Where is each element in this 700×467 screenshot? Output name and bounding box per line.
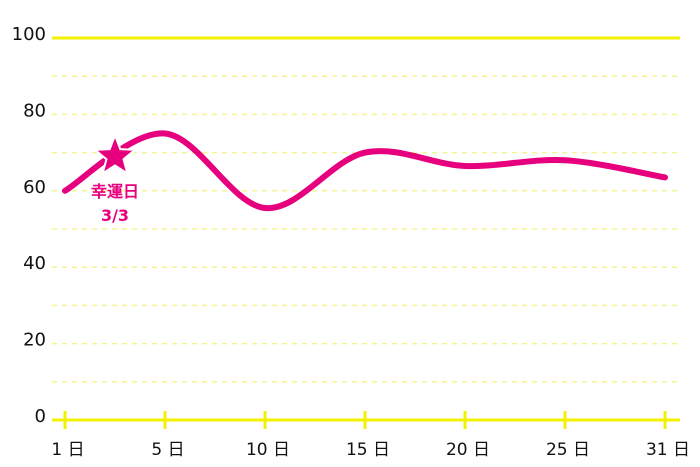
x-tick-label: 25 日 [546,440,590,460]
annotation-date: 3/3 [101,206,129,225]
line [62,130,668,211]
x-tick-label: 1 日 [51,440,84,460]
x-tick-label: 15 日 [346,440,390,460]
x-tick-label: 5 日 [151,440,184,460]
y-tick-label: 60 [23,177,46,198]
x-tick-label: 10 日 [246,440,290,460]
y-tick-label: 100 [12,24,46,45]
x-tick-label: 31 日 [646,440,690,460]
lucky-day-star [92,132,138,176]
y-tick-label: 20 [23,330,46,351]
x-tick-label: 20 日 [446,440,490,460]
y-tick-label: 40 [23,253,46,274]
annotation-text: 幸運日 [91,182,139,201]
y-tick-label: 0 [35,406,46,427]
y-tick-label: 80 [23,100,46,121]
